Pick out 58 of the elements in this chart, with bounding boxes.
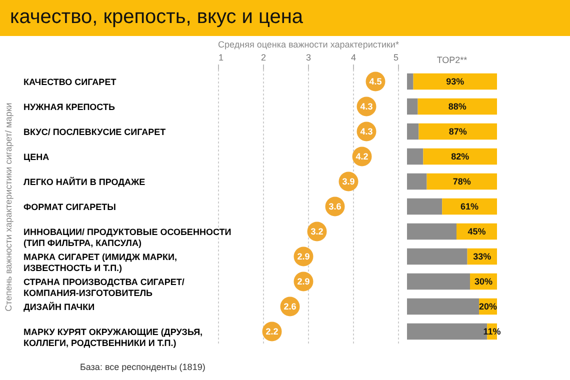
x-tick-label: 5 (393, 52, 398, 62)
data-label: 33% (473, 252, 492, 262)
y-tick-label: ДИЗАЙН ПАЧКИ (24, 301, 95, 312)
bar (418, 98, 497, 115)
y-tick-label: СТРАНА ПРОИЗВОДСТВА СИГАРЕТ/ КОМПАНИЯ-ИЗГОТОВИТЕЛЬ (24, 277, 185, 298)
bar (407, 98, 418, 115)
bar (407, 273, 470, 290)
data-label: 78% (452, 176, 471, 186)
data-label: 2.6 (284, 302, 296, 312)
bar (442, 198, 497, 215)
text: База: все респонденты (1819) (80, 362, 206, 372)
bar (407, 173, 427, 190)
data-label: 30% (474, 276, 493, 286)
data-label: 2.9 (297, 276, 310, 286)
y-tick-label: МАРКУ КУРЯТ ОКРУЖАЮЩИЕ (ДРУЗЬЯ, КОЛЛЕГИ, РОДСТВЕННИКИ И Т.П.) (24, 327, 203, 348)
bar (407, 73, 414, 90)
bar (418, 123, 497, 140)
y-tick-label: ЦЕНА (24, 152, 50, 162)
x-tick-label: 1 (218, 52, 224, 62)
bar (423, 148, 497, 165)
data-label: 3.9 (342, 176, 355, 186)
chart-title: качество, крепость, вкус и цена (0, 0, 570, 36)
data-label: 3.6 (328, 202, 342, 212)
data-label: 82% (451, 152, 470, 162)
y-tick-label: НУЖНАЯ КРЕПОСТЬ (24, 102, 116, 112)
data-label: 93% (446, 76, 464, 86)
x-tick-label: 3 (306, 52, 312, 62)
data-label: 2.9 (297, 252, 310, 262)
y-tick-label: ЛЕГКО НАЙТИ В ПРОДАЖЕ (24, 176, 146, 187)
bar (426, 173, 497, 190)
data-label: 45% (468, 226, 486, 236)
bar (407, 248, 468, 265)
data-label: 4.5 (369, 76, 382, 86)
bar (413, 73, 497, 90)
data-label: 87% (448, 126, 467, 136)
y-tick-label: ВКУС/ ПОСЛЕВКУСИЕ СИГАРЕТ (24, 127, 166, 137)
y-tick-label: ИННОВАЦИИ/ ПРОДУКТОВЫЕ ОСОБЕННОСТИ (ТИП ФИЛЬТРА, КАПСУЛА) (24, 227, 232, 248)
x-axis-title: Средняя оценка важности характеристики* (218, 40, 400, 50)
y-axis-title: Степень важности характеристики сигарет/ марки (4, 102, 14, 312)
y-tick-label: КАЧЕСТВО СИГАРЕТ (24, 77, 117, 87)
data-label: 20% (478, 302, 498, 312)
bar (407, 198, 442, 215)
x-tick-label: 2 (260, 52, 266, 62)
data-label: 4.2 (356, 152, 368, 162)
x-tick-label: 4 (350, 52, 356, 62)
bar (407, 298, 479, 315)
bar (407, 148, 424, 165)
data-label: 4.3 (360, 102, 373, 112)
bar (407, 223, 456, 240)
data-label: 3.2 (310, 226, 324, 236)
data-label: 4.3 (360, 126, 373, 136)
data-label: 88% (448, 102, 466, 112)
data-label: 2.2 (266, 326, 278, 336)
bar (407, 123, 419, 140)
data-label: 61% (460, 202, 479, 212)
y-tick-label: ФОРМАТ СИГАРЕТЫ (24, 202, 116, 212)
chart-title: TOP2** (436, 55, 468, 65)
y-tick-label: МАРКА СИГАРЕТ (ИМИДЖ МАРКИ, ИЗВЕСТНОСТЬ И Т.П.) (24, 252, 177, 273)
